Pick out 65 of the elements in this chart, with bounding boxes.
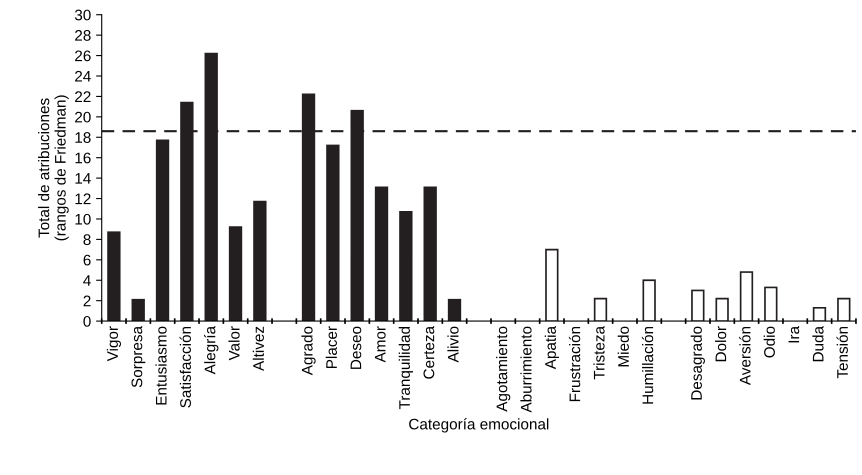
- x-tick-label: Amor: [374, 326, 386, 362]
- y-axis-title: Total de atribuciones (rangos de Friedman): [38, 95, 69, 240]
- x-tick-label: Dolor: [715, 326, 726, 362]
- x-tick-label: Tensión: [836, 326, 848, 378]
- x-tick-label: Ira: [788, 326, 800, 342]
- y-tick-label: 2: [84, 296, 91, 306]
- bar: [764, 286, 778, 322]
- bar: [448, 298, 462, 322]
- y-tick-label: 0: [83, 316, 91, 327]
- y-tick-label: 22: [75, 91, 91, 102]
- y-tick-label: 20: [75, 112, 91, 123]
- y-tick-label: 10: [75, 214, 91, 225]
- bar: [715, 298, 729, 322]
- x-tick-label: Duda: [812, 326, 824, 362]
- x-tick-label: Agotamiento: [496, 326, 510, 412]
- y-tick-label: 14: [75, 173, 91, 184]
- x-tick-label: Entusiasmo: [155, 326, 167, 405]
- y-tick-label: 16: [75, 152, 91, 164]
- x-tick-label: Odio: [764, 326, 775, 358]
- x-tick-label: Deseo: [350, 326, 362, 369]
- bar: [837, 298, 850, 322]
- y-tick-label: 26: [75, 50, 91, 62]
- y-tick-label: 30: [74, 10, 91, 20]
- bar: [326, 144, 340, 322]
- x-tick-label: Aburrimiento: [520, 326, 532, 413]
- x-tick-label: Apatia: [544, 326, 559, 370]
- x-tick-label: Sorpresa: [131, 326, 146, 388]
- x-tick-label: Altivez: [252, 326, 264, 371]
- bar: [812, 306, 826, 322]
- x-tick-label: Agrado: [301, 326, 316, 376]
- bar: [424, 186, 437, 322]
- bar: [228, 226, 242, 322]
- x-tick-label: Certeza: [423, 326, 434, 379]
- y-tick-label: 28: [75, 30, 91, 41]
- bar: [253, 200, 267, 322]
- x-tick-label: Desagrado: [690, 326, 705, 400]
- x-tick-label: Humillación: [642, 326, 654, 404]
- bar: [107, 231, 121, 322]
- x-tick-label: Satisfacción: [180, 326, 191, 408]
- bar: [642, 279, 656, 322]
- y-tick-label: 8: [83, 234, 91, 246]
- bar: [399, 210, 413, 322]
- y-tick-label: 4: [83, 275, 91, 286]
- x-axis-title: Categoría emocional: [409, 418, 548, 433]
- y-tick-label: 6: [84, 254, 91, 266]
- x-tick-label: Placer: [326, 326, 337, 368]
- x-tick-label: Alivio: [447, 326, 459, 362]
- x-tick-label: Vigor: [106, 326, 121, 362]
- x-tick-label: Frustración: [568, 326, 580, 402]
- x-tick-label: Aversión: [739, 326, 751, 386]
- bar: [156, 140, 170, 322]
- y-tick-label: 12: [75, 193, 91, 204]
- bar: [132, 298, 145, 322]
- x-tick-label: Miedo: [618, 326, 629, 366]
- bar: [594, 298, 608, 322]
- bar: [545, 248, 559, 322]
- x-tick-label: Tristeza: [593, 326, 605, 380]
- x-tick-label: Tranquilidad: [398, 326, 413, 410]
- x-tick-label: Alegría: [204, 326, 218, 374]
- bar: [740, 271, 754, 322]
- y-tick-label: 18: [75, 132, 91, 143]
- bar: [691, 290, 704, 322]
- y-tick-label: 24: [75, 70, 91, 82]
- x-tick-label: Valor: [228, 326, 240, 360]
- bar: [374, 186, 388, 322]
